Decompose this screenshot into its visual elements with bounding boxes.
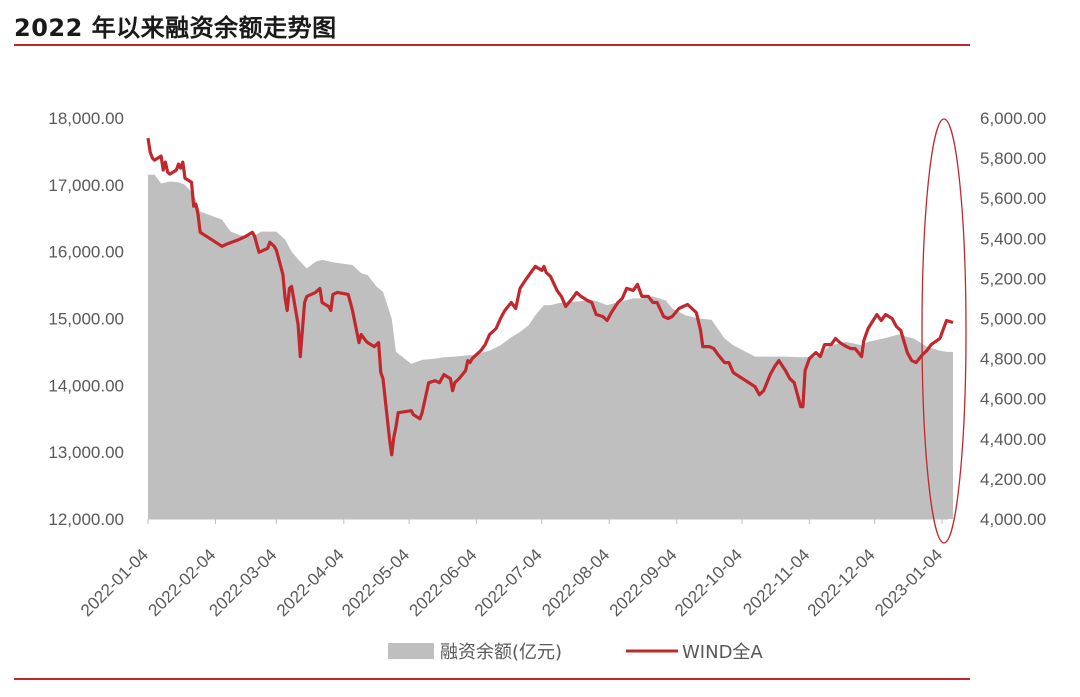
y-right-tick-label: 5,800.00 <box>980 149 1046 168</box>
x-tick-label: 2022-11-04 <box>739 545 813 619</box>
y-right-tick-label: 5,000.00 <box>980 310 1046 329</box>
legend: 融资余额(亿元) WIND全A <box>388 642 763 663</box>
y-right-tick-label: 4,600.00 <box>980 390 1046 409</box>
y-left-tick-label: 17,000.00 <box>48 176 124 195</box>
legend-label-line: WIND全A <box>682 642 763 663</box>
x-tick-label: 2023-01-04 <box>871 545 946 620</box>
legend-swatch-area <box>388 643 434 659</box>
y-right-tick-label: 5,400.00 <box>980 229 1046 248</box>
y-left-tick-label: 12,000.00 <box>48 510 124 529</box>
y-left-tick-label: 15,000.00 <box>48 310 124 329</box>
bottom-rule <box>14 678 970 680</box>
x-tick-label: 2022-07-04 <box>471 545 546 620</box>
y-right-tick-label: 5,600.00 <box>980 189 1046 208</box>
series-line-wind-all-a <box>146 137 954 457</box>
x-tick-label: 2022-08-04 <box>538 545 613 620</box>
x-tick-label: 2022-01-04 <box>77 545 152 620</box>
y-right-tick-label: 5,200.00 <box>980 269 1046 288</box>
y-right-tick-label: 6,000.00 <box>980 109 1046 128</box>
y-right-tick-label: 4,800.00 <box>980 350 1046 369</box>
y-right-tick-label: 4,200.00 <box>980 470 1046 489</box>
legend-label-area: 融资余额(亿元) <box>440 642 562 663</box>
highlight-ellipse <box>921 118 967 544</box>
chart-title: 2022 年以来融资余额走势图 <box>14 14 337 42</box>
y-left-tick-label: 16,000.00 <box>48 243 124 262</box>
top-rule <box>14 44 970 46</box>
x-tick-label: 2022-09-04 <box>606 545 681 620</box>
series-area-financing-balance <box>148 174 953 520</box>
y-left-tick-label: 18,000.00 <box>48 109 124 128</box>
x-tick-label: 2022-04-04 <box>273 545 348 620</box>
x-tick-label: 2022-12-04 <box>804 545 879 620</box>
x-tick-label: 2022-10-04 <box>671 545 746 620</box>
y-right-tick-label: 4,400.00 <box>980 430 1046 449</box>
y-right-tick-label: 4,000.00 <box>980 510 1046 529</box>
x-tick-label: 2022-05-04 <box>338 545 413 620</box>
y-left-tick-label: 13,000.00 <box>48 443 124 462</box>
x-tick-label: 2022-06-04 <box>406 545 481 620</box>
y-left-tick-label: 14,000.00 <box>48 376 124 395</box>
area-layer <box>148 174 953 520</box>
line-layer <box>146 137 954 457</box>
